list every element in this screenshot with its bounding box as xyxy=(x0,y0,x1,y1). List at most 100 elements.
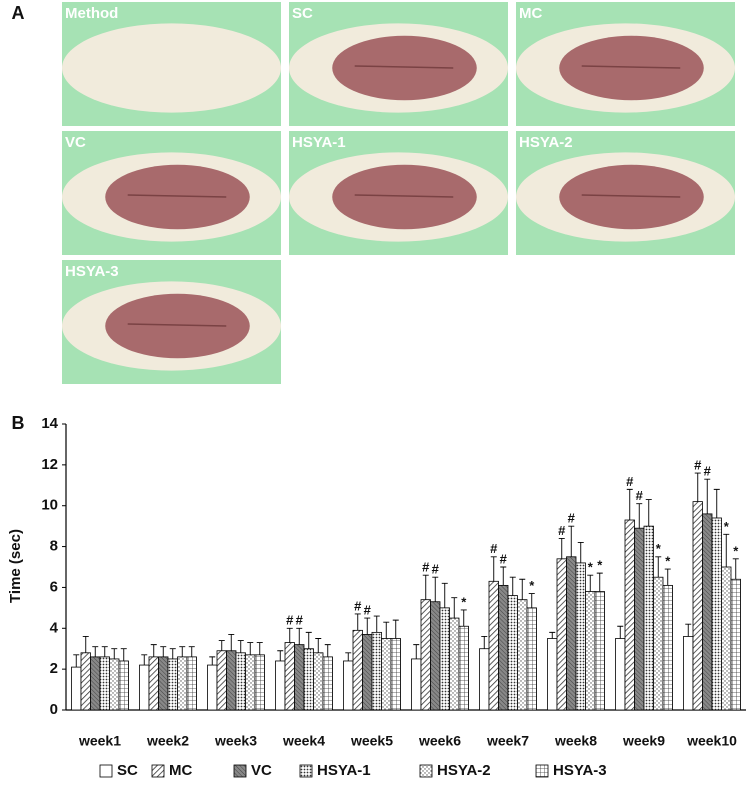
error-bar xyxy=(218,640,225,651)
bar xyxy=(615,638,626,711)
bar xyxy=(158,656,169,711)
wound xyxy=(581,194,681,198)
bar xyxy=(526,607,537,711)
error-bar xyxy=(92,646,99,657)
shaved-area xyxy=(105,164,250,230)
error-bar xyxy=(519,578,526,600)
bar xyxy=(721,566,732,711)
wound xyxy=(127,194,227,198)
bar xyxy=(294,644,305,711)
bar xyxy=(71,666,82,711)
error-bar xyxy=(441,582,448,608)
error-bar xyxy=(383,621,390,639)
shaved-area xyxy=(332,35,477,101)
significance-marker: # xyxy=(626,474,634,489)
error-bar xyxy=(120,648,127,661)
error-bar xyxy=(577,542,584,563)
bar xyxy=(458,625,469,711)
error-bar xyxy=(500,566,507,586)
error-bar xyxy=(685,623,692,637)
error-bar xyxy=(664,568,671,586)
error-bar xyxy=(82,636,89,653)
x-tick-label: week6 xyxy=(418,733,461,749)
error-bar xyxy=(315,638,322,653)
error-bar xyxy=(160,646,167,657)
significance-marker: * xyxy=(529,578,535,593)
bar xyxy=(381,638,392,711)
legend-swatch xyxy=(535,764,549,778)
significance-marker: # xyxy=(636,488,644,503)
y-tick-label: 6 xyxy=(50,578,58,595)
bar xyxy=(479,648,490,711)
bar xyxy=(730,578,741,711)
photo-label: VC xyxy=(65,134,86,151)
error-bar xyxy=(723,533,730,567)
legend-swatch xyxy=(233,764,247,778)
y-tick-label: 2 xyxy=(50,660,58,677)
error-bar xyxy=(256,642,263,655)
error-bar xyxy=(694,472,701,502)
error-bar xyxy=(413,644,420,659)
panel-label: B xyxy=(12,413,25,433)
significance-marker: * xyxy=(656,541,662,556)
error-bar xyxy=(432,576,439,602)
x-tick-label: week10 xyxy=(686,733,737,749)
significance-marker: * xyxy=(724,519,730,534)
error-bar xyxy=(558,537,565,559)
rat-body xyxy=(62,23,281,113)
bar xyxy=(411,658,422,711)
error-bar xyxy=(568,525,575,557)
error-bar xyxy=(549,631,556,639)
bar xyxy=(245,654,256,711)
photo-label: MC xyxy=(519,5,542,22)
bar xyxy=(186,656,197,711)
shaved-area xyxy=(559,164,704,230)
bar xyxy=(547,638,558,711)
photo: HSYA-1 xyxy=(289,131,508,255)
error-bar xyxy=(587,574,594,592)
error-bar xyxy=(111,648,118,659)
error-bar xyxy=(509,576,516,596)
error-bar xyxy=(528,593,535,608)
significance-marker: # xyxy=(432,562,440,577)
significance-marker: # xyxy=(296,613,304,628)
error-bar xyxy=(596,572,603,592)
bar xyxy=(662,584,673,711)
error-bar xyxy=(392,619,399,639)
error-bar xyxy=(209,656,216,666)
significance-marker: # xyxy=(694,457,702,472)
photo: MC xyxy=(516,2,735,126)
error-bar xyxy=(324,644,331,657)
x-tick-label: week2 xyxy=(146,733,189,749)
shaved-area xyxy=(105,293,250,359)
bar xyxy=(80,652,91,711)
y-tick-label: 4 xyxy=(50,619,59,636)
bar xyxy=(207,664,218,711)
bar xyxy=(167,658,178,711)
x-tick-label: week5 xyxy=(350,733,393,749)
photo-label: HSYA-1 xyxy=(292,134,346,151)
significance-marker: # xyxy=(704,464,712,479)
error-bar xyxy=(345,652,352,661)
bar xyxy=(653,576,664,711)
bar xyxy=(148,656,159,711)
error-bar xyxy=(237,640,244,653)
bar xyxy=(118,660,129,711)
bar xyxy=(692,501,703,711)
bar xyxy=(343,660,354,711)
bar xyxy=(313,652,324,711)
photo: Method xyxy=(62,2,281,126)
y-tick-label: 14 xyxy=(41,415,58,432)
bar xyxy=(624,519,635,711)
error-bar xyxy=(626,488,633,521)
bar xyxy=(634,527,645,711)
legend-label: HSYA-2 xyxy=(437,762,491,779)
legend-label: VC xyxy=(251,762,272,779)
error-bar xyxy=(460,609,467,627)
bar xyxy=(303,648,314,711)
legend-label: SC xyxy=(117,762,138,779)
significance-marker: # xyxy=(364,603,372,618)
bar xyxy=(488,580,499,711)
photo: SC xyxy=(289,2,508,126)
